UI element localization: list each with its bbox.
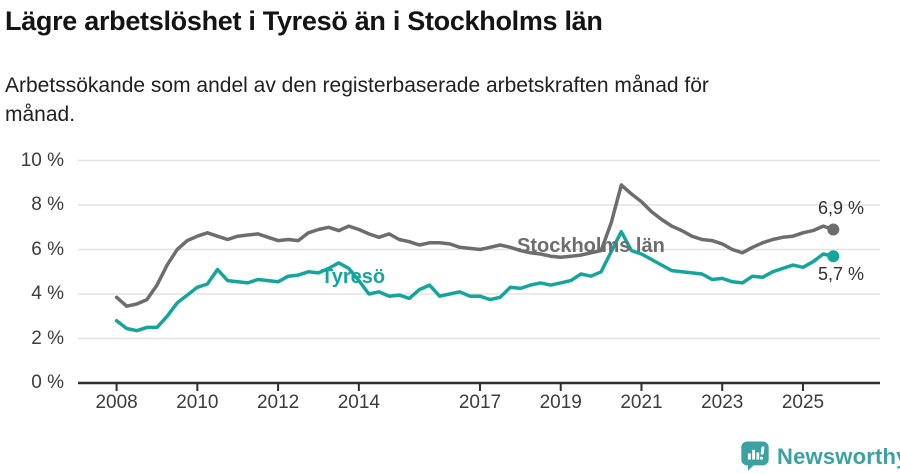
page-subtitle: Arbetssökande som andel av den registerb… <box>5 71 709 129</box>
x-axis-label: 2017 <box>458 392 502 413</box>
value-label-stockholms-lan: 6,9 % <box>818 198 865 218</box>
y-axis-label: 2 % <box>31 327 64 349</box>
subtitle-line-1: Arbetssökande som andel av den registerb… <box>5 74 709 97</box>
value-label-tyreso: 5,7 % <box>818 264 865 284</box>
x-axis-label: 2008 <box>95 392 138 413</box>
x-axis-label: 2023 <box>701 392 744 413</box>
x-axis-label: 2019 <box>539 392 582 413</box>
series-label-stockholms-lan: Stockholms län <box>517 235 665 257</box>
y-axis-label: 8 % <box>31 194 64 215</box>
y-axis-label: 10 % <box>20 149 64 171</box>
subtitle-line-2: månad. <box>5 103 76 126</box>
series-end-dot-tyreso <box>827 250 840 263</box>
y-axis-label: 6 % <box>31 238 64 260</box>
series-line-stockholms-lan <box>114 183 836 308</box>
x-axis-label: 2014 <box>337 392 380 413</box>
page-title: Lägre arbetslöshet i Tyresö än i Stockho… <box>5 6 603 36</box>
newsworthy-logo[interactable]: Newsworthy <box>740 440 900 473</box>
series-line-tyreso <box>114 229 836 333</box>
x-axis-label: 2021 <box>620 392 663 413</box>
newsworthy-bar-chart-bubble-icon <box>741 441 769 471</box>
series-label-tyreso: Tyresö <box>321 266 386 288</box>
x-axis-label: 2012 <box>256 392 300 413</box>
series-end-dot-stockholms-lan <box>827 223 840 236</box>
newsworthy-wordmark: Newsworthy <box>777 443 900 469</box>
y-axis-label: 4 % <box>31 283 64 304</box>
x-axis-label: 2010 <box>176 392 219 413</box>
y-axis-label: 0 % <box>31 372 64 393</box>
x-axis-label: 2025 <box>781 392 825 413</box>
